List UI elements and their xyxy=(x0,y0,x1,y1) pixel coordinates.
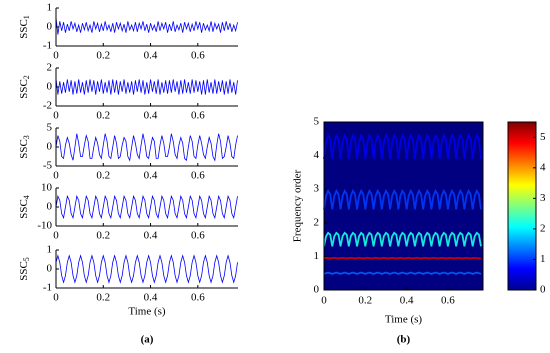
x-tick-label: 0.2 xyxy=(96,50,110,62)
y-tick-label: 0 xyxy=(314,284,320,296)
y-tick-label: 0 xyxy=(47,141,53,153)
x-label: Time (s) xyxy=(385,314,423,326)
y-label: SSC1 xyxy=(18,15,31,39)
x-label: Time (s) xyxy=(128,306,166,318)
x-tick-label: 0.6 xyxy=(191,230,205,242)
x-tick-label: 0.2 xyxy=(96,292,110,304)
y-label: Frequency order xyxy=(292,169,304,242)
y-label: SSC5 xyxy=(18,257,31,281)
x-tick-label: 0.4 xyxy=(144,230,158,242)
y-label: SSC2 xyxy=(18,75,31,99)
y-tick-label: 1 xyxy=(47,244,53,256)
panel-label: (b) xyxy=(397,334,411,346)
signal-line xyxy=(55,194,238,220)
y-tick-label: -2 xyxy=(43,100,52,112)
signal-line xyxy=(55,17,238,35)
y-tick-label: -5 xyxy=(43,160,53,172)
y-tick-label: 1 xyxy=(47,2,53,14)
x-tick-label: 0 xyxy=(53,110,59,122)
signal-line xyxy=(55,254,238,284)
x-tick-label: 0 xyxy=(53,292,59,304)
y-label: SSC3 xyxy=(18,135,31,159)
y-tick-label: 0 xyxy=(47,21,53,33)
ridge xyxy=(323,271,482,275)
x-tick-label: 0.6 xyxy=(191,292,205,304)
y-tick-label: -10 xyxy=(37,220,52,232)
x-tick-label: 0.4 xyxy=(144,110,158,122)
y-tick-label: 0 xyxy=(47,81,53,93)
colorbar-tick-label: 3 xyxy=(540,192,546,204)
y-label-main: SSC xyxy=(18,139,30,159)
y-tick-label: 5 xyxy=(314,116,320,128)
x-tick-label: 0.6 xyxy=(191,170,205,182)
plot-frame xyxy=(323,121,484,291)
x-tick-label: 0.2 xyxy=(96,110,110,122)
ridge xyxy=(323,133,482,160)
signal-line xyxy=(55,133,238,162)
x-tick-label: 0.6 xyxy=(191,110,205,122)
colorbar-tick-label: 0 xyxy=(540,284,546,296)
y-tick-label: 1 xyxy=(314,250,320,262)
y-tick-label: -1 xyxy=(43,40,52,52)
colorbar-tick-label: 5 xyxy=(540,131,546,143)
y-tick-label: 0 xyxy=(47,263,53,275)
x-tick-label: 0 xyxy=(321,295,327,307)
x-tick-label: 0 xyxy=(53,170,59,182)
y-tick-label: -1 xyxy=(43,282,52,294)
y-label-main: SSC xyxy=(18,199,30,219)
y-tick-label: 3 xyxy=(314,183,320,195)
x-tick-label: 0 xyxy=(53,50,59,62)
panel-label: (a) xyxy=(141,334,154,346)
colorbar-tick-label: 1 xyxy=(540,253,546,265)
x-tick-label: 0.2 xyxy=(96,170,110,182)
signal-line xyxy=(55,78,238,95)
y-label-sub: 4 xyxy=(22,195,31,199)
y-label-main: SSC xyxy=(18,261,30,281)
y-label-sub: 3 xyxy=(22,135,31,139)
x-tick-label: 0.6 xyxy=(441,295,455,307)
y-label-sub: 5 xyxy=(22,257,31,261)
ridge xyxy=(323,256,482,260)
colorbar-tick-label: 2 xyxy=(540,222,546,234)
ridge xyxy=(323,188,482,210)
x-tick-label: 0.4 xyxy=(144,50,158,62)
y-tick-label: 0 xyxy=(47,201,53,213)
y-label-sub: 1 xyxy=(22,15,31,19)
y-label-main: SSC xyxy=(18,19,30,39)
y-tick-label: 2 xyxy=(314,216,320,228)
y-label-main: SSC xyxy=(18,79,30,99)
y-tick-label: 4 xyxy=(314,149,320,161)
y-label-sub: 2 xyxy=(22,75,31,79)
colorbar-tick-label: 4 xyxy=(540,161,546,173)
y-tick-label: 2 xyxy=(47,62,53,74)
ridge xyxy=(323,231,482,247)
y-label: SSC4 xyxy=(18,195,31,219)
x-tick-label: 0.4 xyxy=(400,295,414,307)
x-tick-label: 0.4 xyxy=(144,170,158,182)
x-tick-label: 0.2 xyxy=(358,295,372,307)
x-tick-label: 0.4 xyxy=(144,292,158,304)
x-tick-label: 0.6 xyxy=(191,50,205,62)
x-tick-label: 0.2 xyxy=(96,230,110,242)
x-tick-label: 0 xyxy=(53,230,59,242)
colorbar xyxy=(507,121,537,291)
y-tick-label: 5 xyxy=(47,122,53,134)
y-tick-label: 10 xyxy=(41,182,53,194)
